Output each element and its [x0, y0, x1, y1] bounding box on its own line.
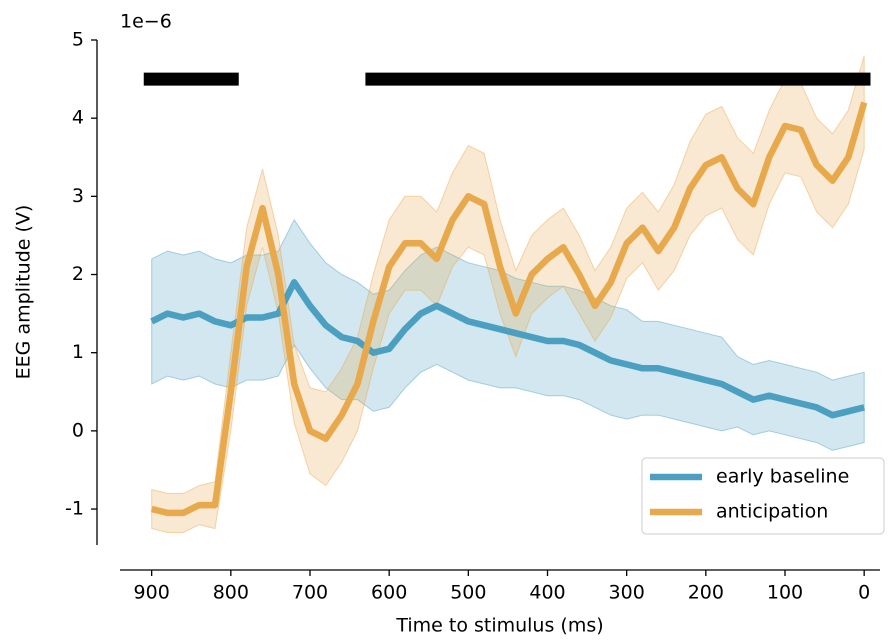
y-tick-label: 0 [72, 419, 84, 441]
x-tick-label: 0 [858, 582, 870, 604]
series-line [150, 101, 868, 517]
legend-label: anticipation [716, 501, 828, 523]
x-tick-label: 800 [213, 582, 249, 604]
y-axis-label: EEG amplitude (V) [13, 205, 35, 380]
y-tick-label: 4 [72, 107, 84, 129]
y-tick-label: 2 [72, 263, 84, 285]
x-tick-label: 200 [688, 582, 724, 604]
series-line [150, 279, 865, 419]
y-tick-label: 5 [72, 29, 84, 51]
x-axis-label: Time to stimulus (ms) [395, 615, 603, 637]
x-tick-label: 600 [371, 582, 407, 604]
x-tick-label: 500 [450, 582, 486, 604]
legend-label: early baseline [716, 466, 849, 488]
legend-box [641, 457, 885, 535]
y-tick-label: -1 [65, 498, 84, 520]
y-tick-label: 1 [72, 341, 84, 363]
x-tick-label: 100 [767, 582, 803, 604]
error-band [151, 218, 865, 451]
x-tick-label: 900 [134, 582, 170, 604]
y-tick-label: 3 [72, 185, 84, 207]
legend: early baseline anticipation [641, 457, 885, 535]
x-tick-label: 700 [292, 582, 328, 604]
x-tick-label: 300 [609, 582, 645, 604]
x-tick-label: 400 [529, 582, 565, 604]
offset-label: 1e−6 [120, 11, 172, 33]
